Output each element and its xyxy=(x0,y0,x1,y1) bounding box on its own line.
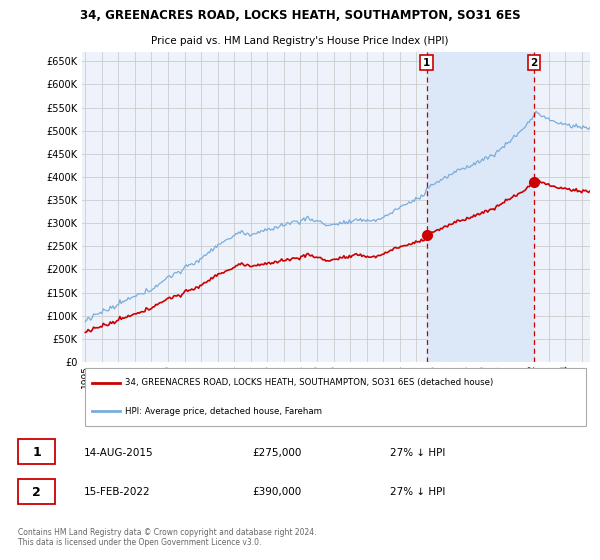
Text: 14-AUG-2015: 14-AUG-2015 xyxy=(84,447,154,458)
Text: 2: 2 xyxy=(32,486,41,499)
Text: Contains HM Land Registry data © Crown copyright and database right 2024.
This d: Contains HM Land Registry data © Crown c… xyxy=(18,528,317,547)
Text: 27% ↓ HPI: 27% ↓ HPI xyxy=(390,487,445,497)
Text: £275,000: £275,000 xyxy=(252,447,301,458)
FancyBboxPatch shape xyxy=(85,368,586,426)
Text: Price paid vs. HM Land Registry's House Price Index (HPI): Price paid vs. HM Land Registry's House … xyxy=(151,36,449,46)
FancyBboxPatch shape xyxy=(18,439,55,464)
Text: 34, GREENACRES ROAD, LOCKS HEATH, SOUTHAMPTON, SO31 6ES: 34, GREENACRES ROAD, LOCKS HEATH, SOUTHA… xyxy=(80,10,520,22)
Text: 1: 1 xyxy=(423,58,430,68)
Text: HPI: Average price, detached house, Fareham: HPI: Average price, detached house, Fare… xyxy=(125,407,322,416)
Text: £390,000: £390,000 xyxy=(252,487,301,497)
Text: 2: 2 xyxy=(530,58,538,68)
Text: 1: 1 xyxy=(32,446,41,459)
Text: 15-FEB-2022: 15-FEB-2022 xyxy=(84,487,151,497)
Text: 34, GREENACRES ROAD, LOCKS HEATH, SOUTHAMPTON, SO31 6ES (detached house): 34, GREENACRES ROAD, LOCKS HEATH, SOUTHA… xyxy=(125,378,493,388)
Bar xyxy=(427,52,534,362)
FancyBboxPatch shape xyxy=(18,479,55,504)
Text: 27% ↓ HPI: 27% ↓ HPI xyxy=(390,447,445,458)
